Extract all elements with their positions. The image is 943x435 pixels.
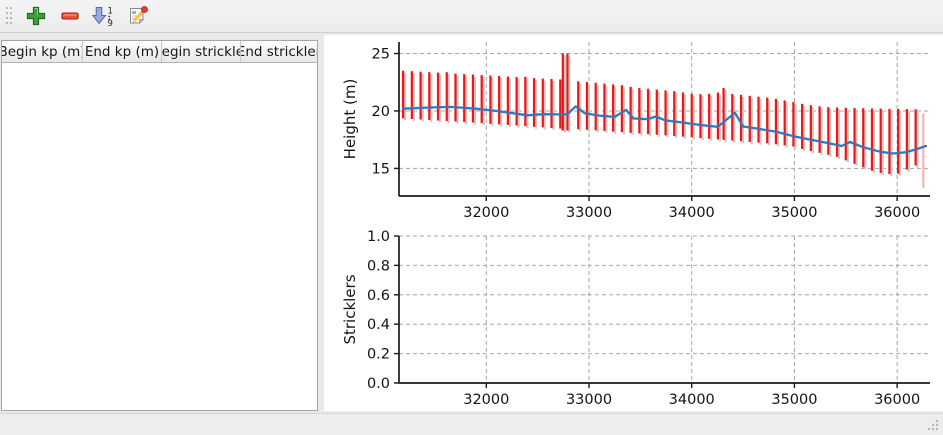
svg-text:Stricklers: Stricklers <box>341 274 359 344</box>
svg-text:20: 20 <box>372 104 390 120</box>
svg-text:36000: 36000 <box>874 205 920 221</box>
sort-numeric-down-icon: 1 9 <box>92 7 113 27</box>
svg-text:33000: 33000 <box>566 205 612 221</box>
strickler-table: Begin kp (m) End kp (m) Begin strickler … <box>1 40 318 411</box>
table-body-empty[interactable] <box>2 63 317 410</box>
svg-text:1.0: 1.0 <box>367 229 390 245</box>
svg-text:1: 1 <box>108 7 113 17</box>
edit-note-icon <box>130 6 148 24</box>
remove-row-button[interactable] <box>57 3 83 29</box>
edit-button[interactable] <box>125 3 151 29</box>
column-header-begin-kp[interactable]: Begin kp (m) <box>2 41 83 62</box>
status-bar <box>0 413 943 435</box>
svg-text:0.0: 0.0 <box>367 376 390 392</box>
column-header-begin-strickler[interactable]: Begin strickler <box>162 41 241 62</box>
chart-panel: 32000 33000 34000 35000 36000 15 20 25 Height (m… <box>324 35 943 411</box>
svg-text:32000: 32000 <box>463 392 509 408</box>
charts-canvas: 32000 33000 34000 35000 36000 15 20 25 Height (m… <box>341 42 930 408</box>
svg-text:25: 25 <box>372 46 390 62</box>
splitter-handle[interactable] <box>317 35 324 411</box>
svg-text:9: 9 <box>108 19 113 27</box>
table-header-row: Begin kp (m) End kp (m) Begin strickler … <box>2 41 317 63</box>
svg-text:0.6: 0.6 <box>367 288 390 304</box>
toolbar-drag-handle[interactable] <box>3 4 15 28</box>
sort-rows-button[interactable]: 1 9 <box>91 3 117 29</box>
svg-text:0.8: 0.8 <box>367 258 390 274</box>
toolbar: 1 9 <box>0 0 943 33</box>
add-row-button[interactable] <box>23 3 49 29</box>
svg-text:35000: 35000 <box>771 392 817 408</box>
svg-text:15: 15 <box>372 161 390 177</box>
stricklers-chart[interactable]: 32000 33000 34000 35000 36000 0.0 0.2 0.4 0.6 0.8… <box>341 229 930 408</box>
svg-text:32000: 32000 <box>463 205 509 221</box>
resize-grip[interactable] <box>926 418 940 432</box>
drag-dots-icon <box>5 6 13 25</box>
svg-text:Height (m): Height (m) <box>341 79 359 160</box>
column-header-end-strickler[interactable]: End strickler <box>241 43 317 60</box>
svg-text:35000: 35000 <box>771 205 817 221</box>
svg-text:36000: 36000 <box>874 392 920 408</box>
column-header-end-kp[interactable]: End kp (m) <box>83 41 162 62</box>
svg-text:34000: 34000 <box>669 205 715 221</box>
svg-text:0.2: 0.2 <box>367 347 390 363</box>
svg-text:0.4: 0.4 <box>367 317 390 333</box>
height-chart[interactable]: 32000 33000 34000 35000 36000 15 20 25 Height (m… <box>341 42 930 221</box>
minus-icon <box>61 12 79 20</box>
svg-text:34000: 34000 <box>669 392 715 408</box>
plus-icon <box>26 6 46 26</box>
svg-text:33000: 33000 <box>566 392 612 408</box>
